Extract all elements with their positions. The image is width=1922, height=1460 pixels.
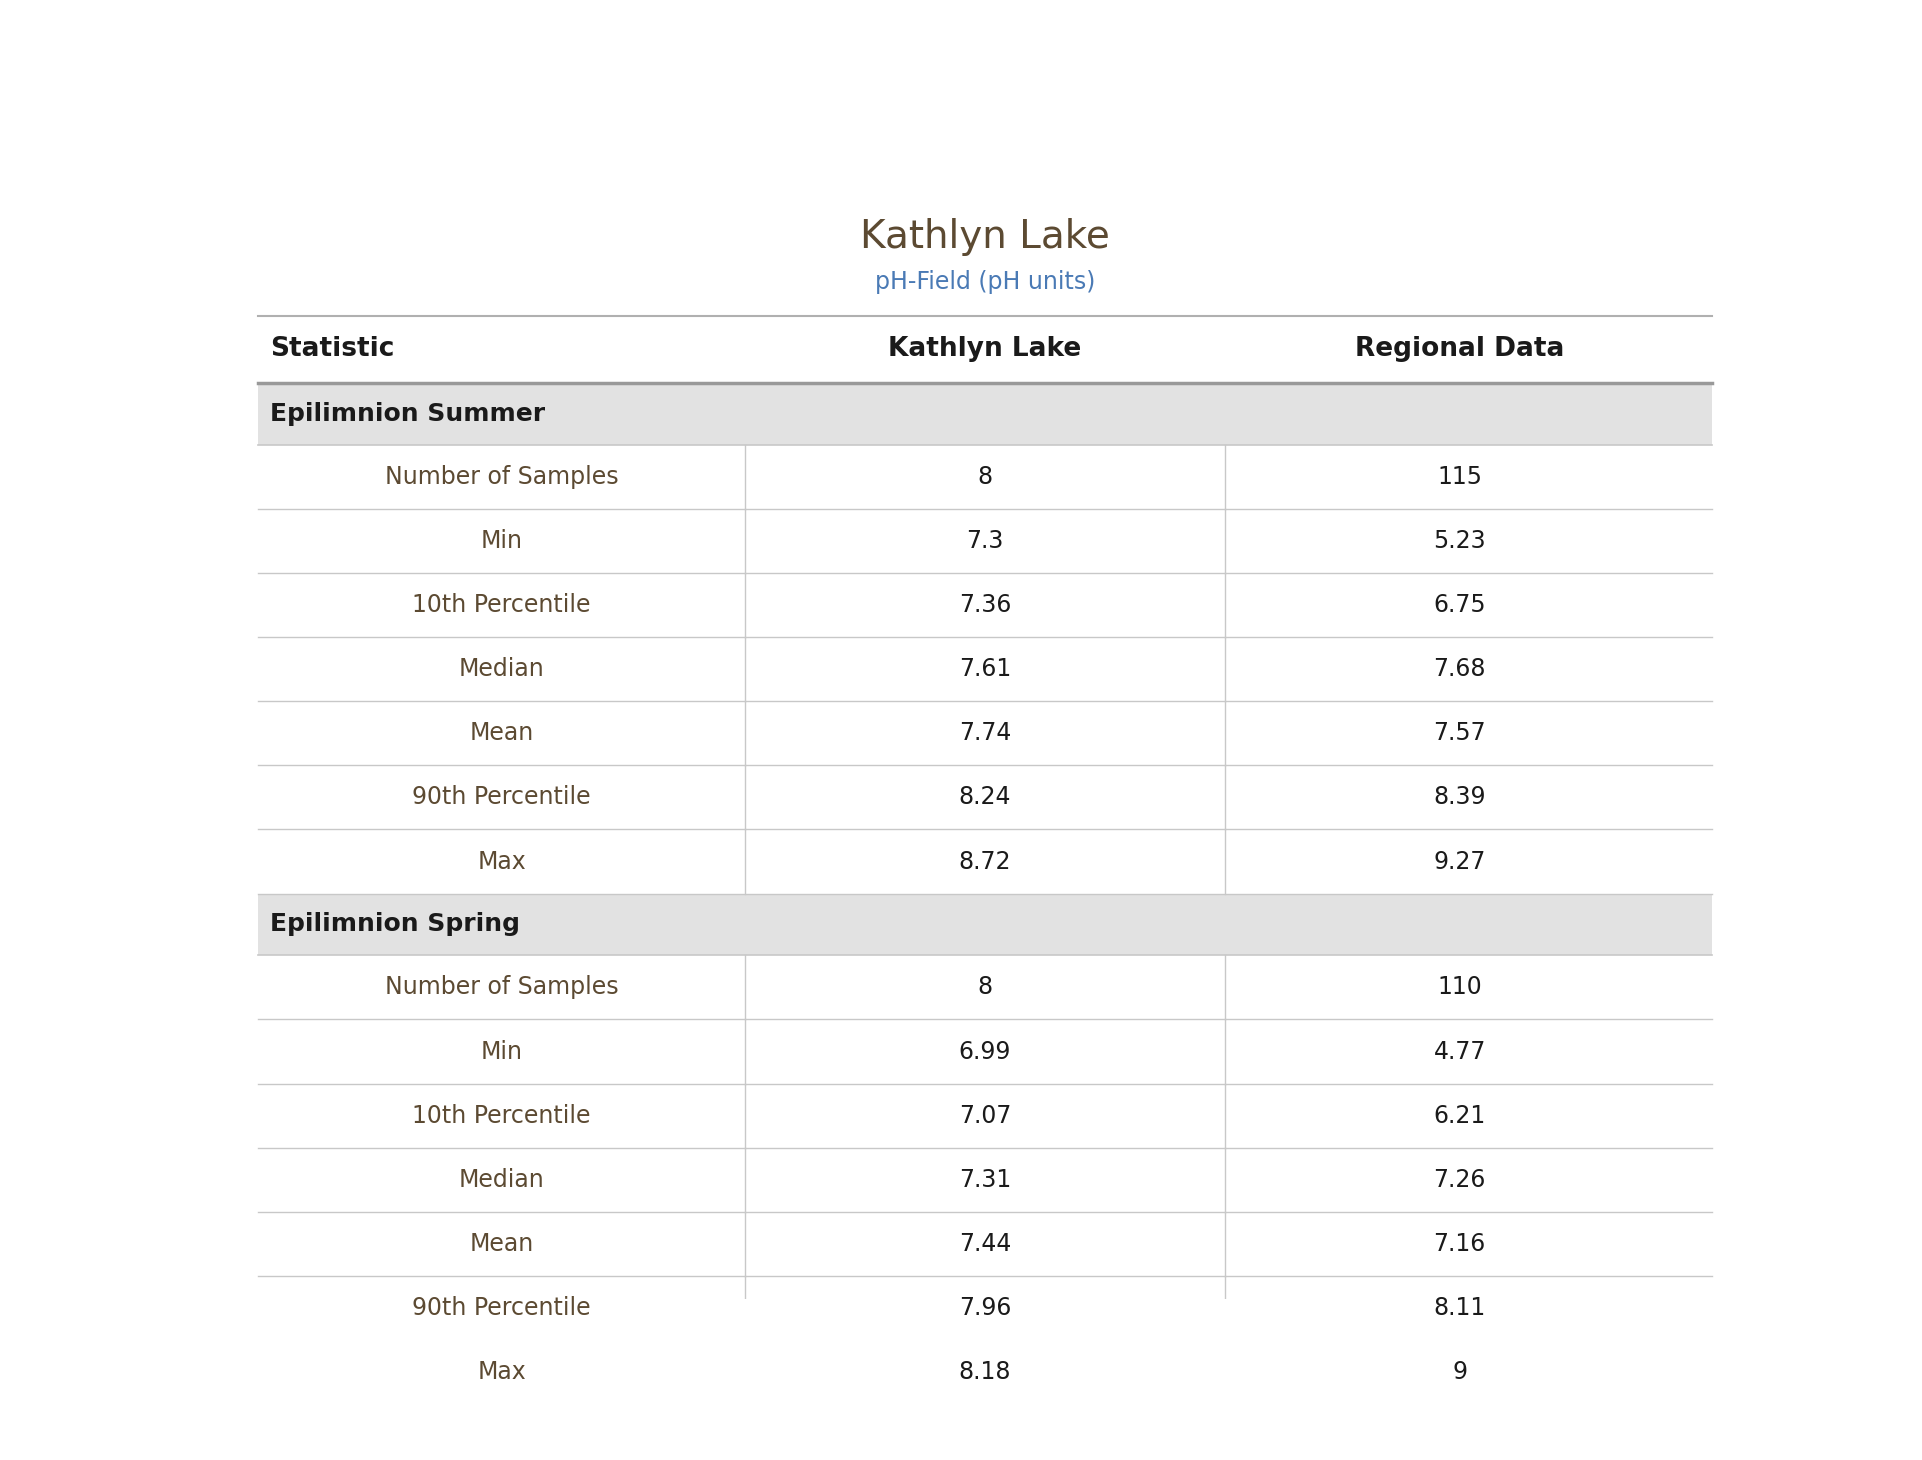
Text: 7.74: 7.74 bbox=[959, 721, 1011, 746]
Text: 90th Percentile: 90th Percentile bbox=[413, 785, 590, 809]
Text: 10th Percentile: 10th Percentile bbox=[413, 1104, 590, 1127]
Text: 5.23: 5.23 bbox=[1434, 529, 1486, 553]
Text: 8.24: 8.24 bbox=[959, 785, 1011, 809]
Text: Statistic: Statistic bbox=[269, 336, 394, 362]
Text: 8.11: 8.11 bbox=[1434, 1296, 1486, 1320]
Text: 8.39: 8.39 bbox=[1434, 785, 1486, 809]
Bar bbox=[258, 574, 1713, 637]
Bar bbox=[258, 894, 1713, 955]
Text: 7.96: 7.96 bbox=[959, 1296, 1011, 1320]
Text: 4.77: 4.77 bbox=[1434, 1040, 1486, 1063]
Text: 6.99: 6.99 bbox=[959, 1040, 1011, 1063]
Text: 7.57: 7.57 bbox=[1434, 721, 1486, 746]
Bar bbox=[258, 383, 1713, 445]
Text: Kathlyn Lake: Kathlyn Lake bbox=[859, 218, 1111, 256]
Text: 110: 110 bbox=[1438, 975, 1482, 1000]
Bar bbox=[258, 510, 1713, 574]
Bar bbox=[258, 829, 1713, 894]
Text: Mean: Mean bbox=[469, 721, 534, 746]
Text: 7.07: 7.07 bbox=[959, 1104, 1011, 1127]
Text: Number of Samples: Number of Samples bbox=[384, 975, 619, 1000]
Text: Min: Min bbox=[480, 529, 523, 553]
Text: 8.72: 8.72 bbox=[959, 850, 1011, 873]
Text: 8: 8 bbox=[978, 466, 992, 489]
Text: Min: Min bbox=[480, 1040, 523, 1063]
Bar bbox=[258, 1083, 1713, 1148]
Text: Regional Data: Regional Data bbox=[1355, 336, 1565, 362]
Bar bbox=[258, 1212, 1713, 1276]
Text: 9.27: 9.27 bbox=[1434, 850, 1486, 873]
Text: 8: 8 bbox=[978, 975, 992, 1000]
Text: 6.75: 6.75 bbox=[1434, 593, 1486, 618]
Bar bbox=[258, 1019, 1713, 1083]
Text: 6.21: 6.21 bbox=[1434, 1104, 1486, 1127]
Text: 7.16: 7.16 bbox=[1434, 1232, 1486, 1256]
Bar bbox=[258, 955, 1713, 1019]
Text: 7.61: 7.61 bbox=[959, 657, 1011, 682]
Text: Epilimnion Spring: Epilimnion Spring bbox=[269, 912, 521, 936]
Text: 9: 9 bbox=[1453, 1359, 1466, 1384]
Text: Mean: Mean bbox=[469, 1232, 534, 1256]
Text: Number of Samples: Number of Samples bbox=[384, 466, 619, 489]
Bar bbox=[258, 1276, 1713, 1340]
Text: 7.44: 7.44 bbox=[959, 1232, 1011, 1256]
Text: 7.26: 7.26 bbox=[1434, 1168, 1486, 1191]
Text: Max: Max bbox=[477, 1359, 527, 1384]
Text: Epilimnion Summer: Epilimnion Summer bbox=[269, 402, 546, 426]
Text: 7.3: 7.3 bbox=[967, 529, 1003, 553]
Text: pH-Field (pH units): pH-Field (pH units) bbox=[875, 270, 1096, 293]
Text: 7.68: 7.68 bbox=[1434, 657, 1486, 682]
Bar bbox=[258, 1340, 1713, 1405]
Text: 8.18: 8.18 bbox=[959, 1359, 1011, 1384]
Text: Median: Median bbox=[459, 657, 544, 682]
Bar bbox=[258, 637, 1713, 701]
Bar bbox=[258, 1148, 1713, 1212]
Text: 7.31: 7.31 bbox=[959, 1168, 1011, 1191]
Text: 90th Percentile: 90th Percentile bbox=[413, 1296, 590, 1320]
Text: Kathlyn Lake: Kathlyn Lake bbox=[888, 336, 1082, 362]
Bar bbox=[258, 701, 1713, 765]
Text: 115: 115 bbox=[1438, 466, 1482, 489]
Text: Max: Max bbox=[477, 850, 527, 873]
Text: 10th Percentile: 10th Percentile bbox=[413, 593, 590, 618]
Text: Median: Median bbox=[459, 1168, 544, 1191]
Text: 7.36: 7.36 bbox=[959, 593, 1011, 618]
Bar bbox=[258, 445, 1713, 510]
Bar bbox=[258, 765, 1713, 829]
